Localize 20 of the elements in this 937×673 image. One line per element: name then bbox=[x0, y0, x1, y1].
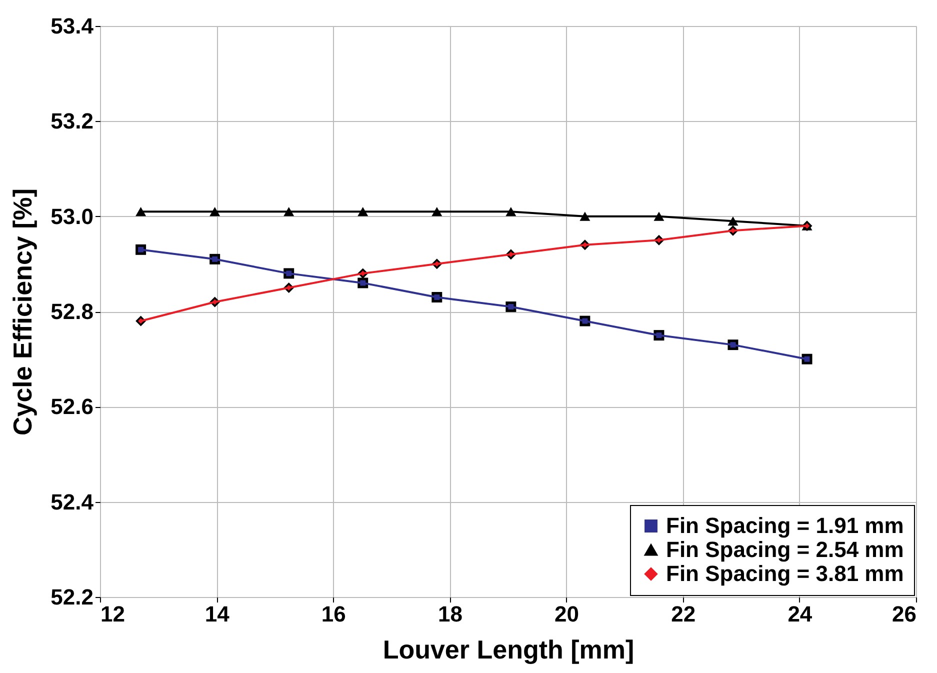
legend-label: Fin Spacing = 1.91 mm bbox=[666, 513, 904, 538]
y-tick-label: 53.4 bbox=[50, 14, 94, 38]
x-tick-label: 26 bbox=[892, 602, 916, 626]
legend-label: Fin Spacing = 2.54 mm bbox=[666, 537, 904, 562]
y-tick-label: 52.6 bbox=[50, 394, 94, 420]
y-axis-title: Cycle Efficiency [%] bbox=[8, 188, 38, 436]
y-tick-label: 53.0 bbox=[50, 204, 94, 229]
x-tick-label: 24 bbox=[788, 602, 813, 626]
x-tick-label: 20 bbox=[554, 602, 580, 626]
y-tick-label: 53.2 bbox=[50, 108, 94, 134]
y-tick-label: 52.2 bbox=[50, 584, 94, 610]
x-tick-label: 22 bbox=[671, 602, 696, 626]
x-tick-label: 16 bbox=[321, 602, 346, 626]
legend-label: Fin Spacing = 3.81 mm bbox=[666, 561, 904, 586]
y-tick-label: 52.8 bbox=[50, 299, 94, 324]
x-tick-label: 14 bbox=[204, 602, 230, 626]
x-tick-label: 12 bbox=[100, 602, 125, 626]
x-axis-title: Louver Length [mm] bbox=[382, 634, 634, 664]
y-tick-label: 52.4 bbox=[50, 489, 94, 514]
x-tick-label: 18 bbox=[438, 602, 462, 626]
